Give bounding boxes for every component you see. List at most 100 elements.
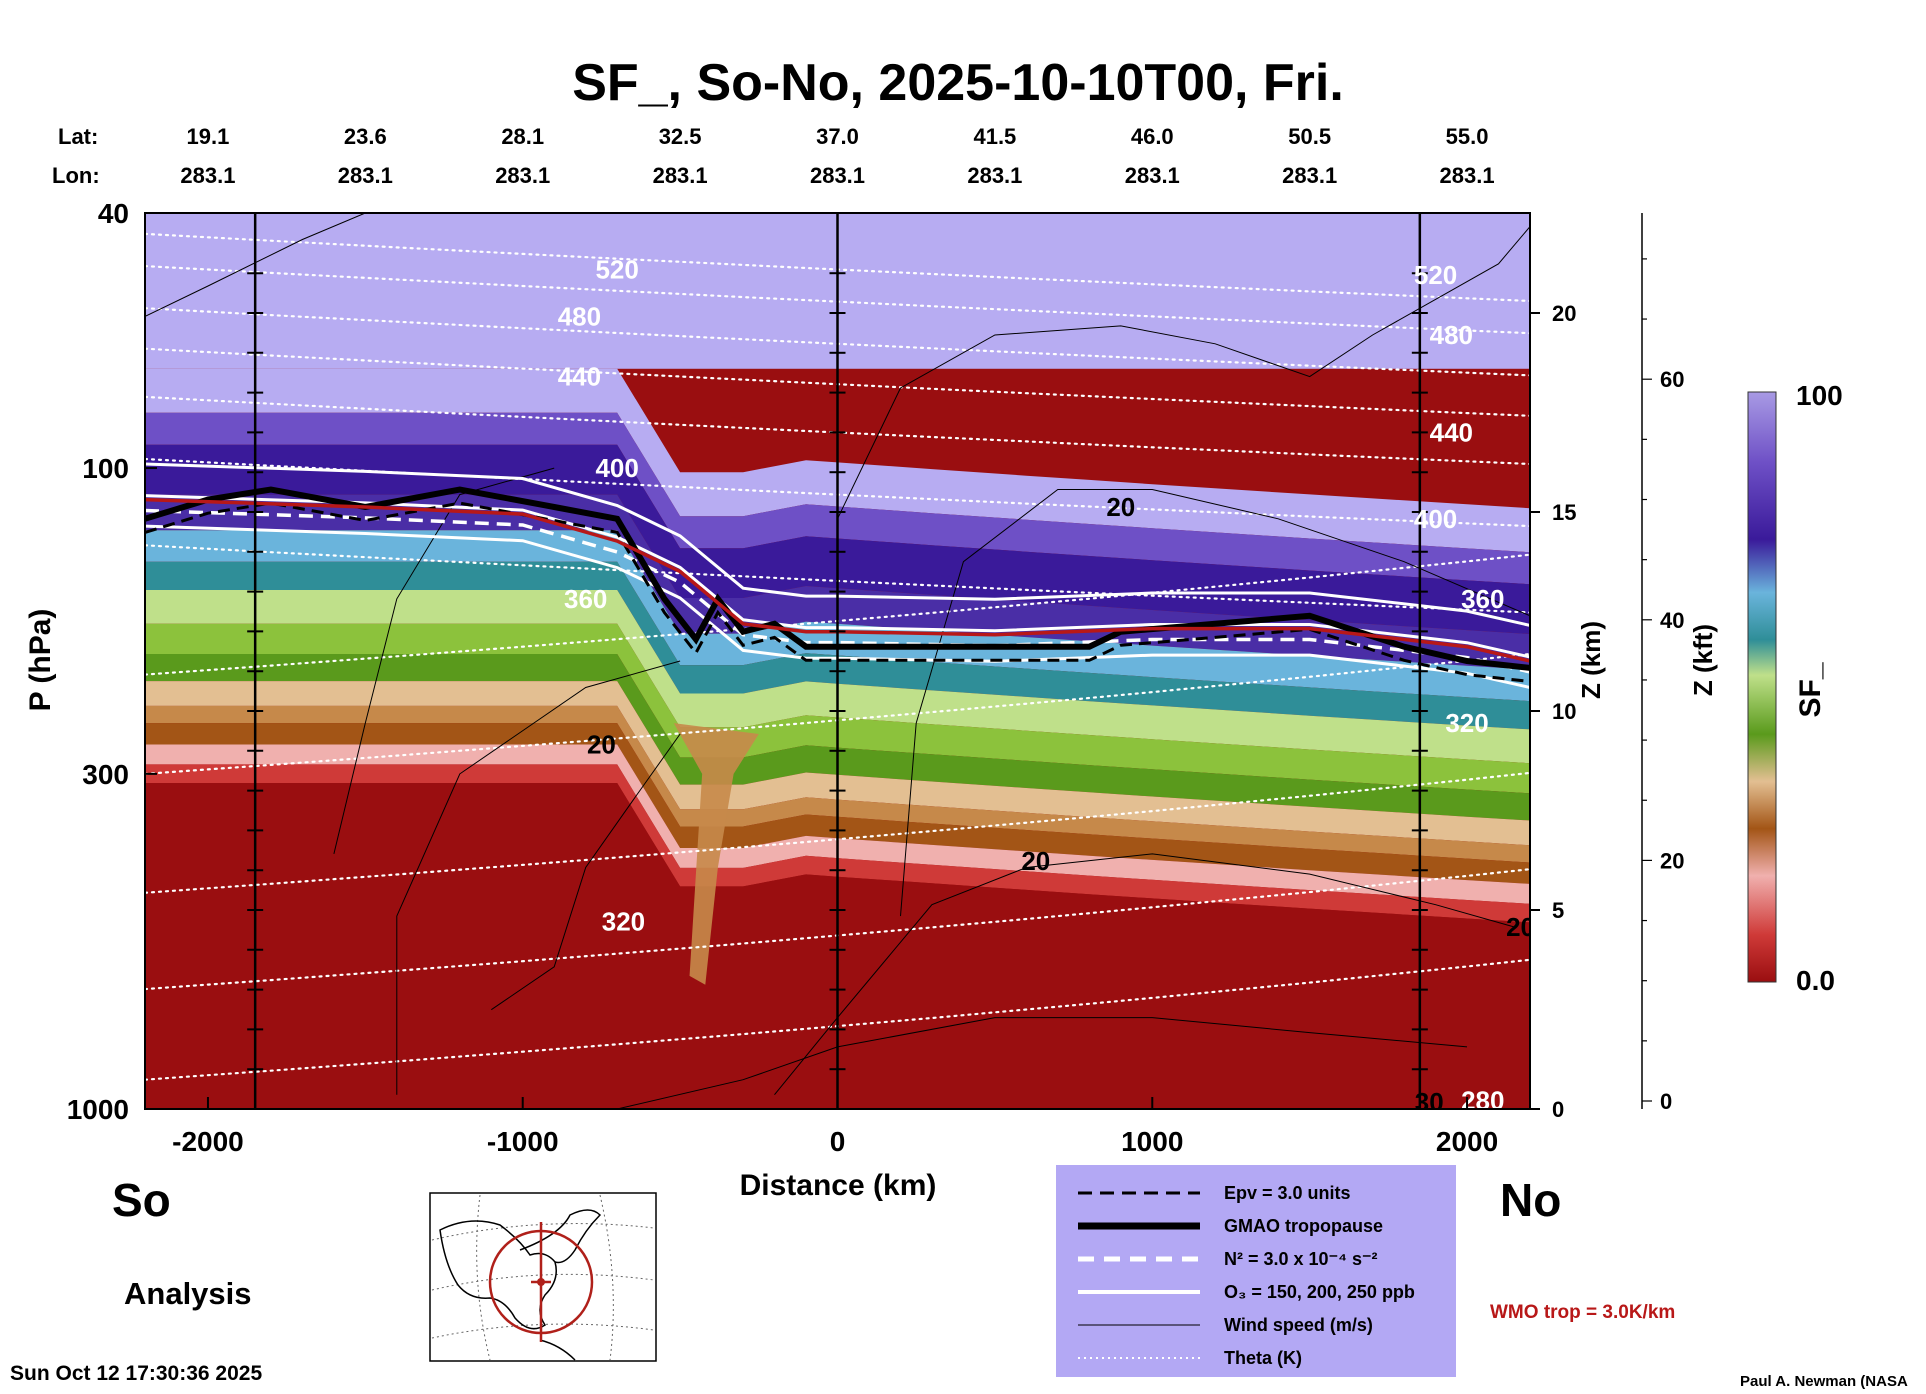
- lat-header-label: Lat:: [58, 124, 98, 149]
- wind-label: 30: [1415, 1087, 1444, 1117]
- legend-box: [1056, 1165, 1456, 1377]
- wind-contour: [491, 733, 681, 1011]
- color-band: [145, 654, 1530, 821]
- theta-contour: [145, 868, 1530, 991]
- z-km-axis-label: Z (km): [1576, 621, 1606, 699]
- lat-value: 50.5: [1288, 124, 1331, 149]
- z-km-tick-label: 10: [1552, 699, 1576, 724]
- y-tick-label: 100: [82, 453, 129, 484]
- credit: Paul A. Newman (NASA: [1740, 1373, 1908, 1390]
- z-kft-axis: 0 20 40 60: [1641, 213, 1684, 1114]
- color-band: [145, 681, 1530, 846]
- z-km-tick-label: 20: [1552, 301, 1576, 326]
- theta-contour: [145, 232, 1530, 303]
- legend: Epv = 3.0 units GMAO tropopause N² = 3.0 x…: [1078, 1183, 1415, 1368]
- wind-label: 20: [1506, 912, 1535, 942]
- wind-contours: [145, 213, 1530, 1109]
- lon-value: 283.1: [495, 163, 550, 188]
- lat-value: 41.5: [973, 124, 1016, 149]
- y-tick-label: 40: [98, 198, 129, 229]
- color-band: [145, 368, 1530, 553]
- color-band: [145, 412, 1530, 585]
- colorbar-max-label: 100: [1796, 380, 1843, 411]
- z-kft-tick-label: 40: [1660, 608, 1684, 633]
- wmo-trop-label: WMO trop = 3.0K/km: [1490, 1302, 1675, 1323]
- theta-label: 320: [602, 907, 645, 937]
- theta-contours: [145, 232, 1530, 1081]
- lat-value: 37.0: [816, 124, 859, 149]
- z-km-tick-label: 5: [1552, 898, 1564, 923]
- x-tick-label: -1000: [487, 1126, 559, 1157]
- ozone-contour: [145, 462, 1530, 627]
- x-tick-label: 2000: [1436, 1126, 1498, 1157]
- theta-contour: [145, 958, 1530, 1081]
- ozone-contour: [145, 524, 1530, 689]
- color-band: [145, 623, 1530, 794]
- gmao-tropopause: [145, 486, 1530, 671]
- timestamp: Sun Oct 12 17:30:36 2025: [10, 1362, 262, 1385]
- color-band: [145, 744, 1530, 904]
- wind-contour: [333, 467, 555, 855]
- theta-contour: [145, 652, 1530, 776]
- analysis-label: Analysis: [124, 1276, 252, 1311]
- theta-label: 360: [564, 584, 607, 614]
- wind-contour: [900, 489, 1530, 917]
- wind-contour: [396, 660, 681, 1095]
- colorbar-min-label: 0.0: [1796, 965, 1835, 996]
- color-band: [145, 764, 1530, 923]
- wind-label: 20: [1106, 492, 1135, 522]
- theta-contour: [145, 307, 1530, 377]
- z-kft-tick-label: 60: [1660, 367, 1684, 392]
- lon-value: 283.1: [967, 163, 1022, 188]
- lat-value: 55.0: [1446, 124, 1489, 149]
- theta-label: 480: [1430, 320, 1473, 350]
- z-km-tick-label: 0: [1552, 1097, 1564, 1122]
- lon-value: 283.1: [1125, 163, 1180, 188]
- colorbar-label: SF_: [1794, 662, 1827, 717]
- theta-label: 480: [558, 301, 601, 331]
- theta-contour: [145, 553, 1530, 676]
- lon-value: 283.1: [810, 163, 865, 188]
- intrusion-band: [673, 723, 759, 985]
- color-band: [145, 705, 1530, 863]
- x-axis-label: Distance (km): [740, 1169, 937, 1202]
- wind-label: 20: [1021, 846, 1050, 876]
- locator-map: [429, 1192, 657, 1362]
- lat-value: 19.1: [187, 124, 230, 149]
- wind-contour: [774, 853, 1515, 1096]
- ozone-contours: [145, 462, 1530, 689]
- colorbar: [1747, 391, 1777, 983]
- lon-value: 283.1: [338, 163, 393, 188]
- south-label: So: [112, 1174, 171, 1226]
- z-kft-axis-label: Z (kft): [1688, 624, 1718, 696]
- x-tick-label: 0: [830, 1126, 846, 1157]
- wind-contour: [837, 226, 1530, 520]
- x-tick-label: 1000: [1121, 1126, 1183, 1157]
- x-axis: -2000 -1000 0 1000 2000: [172, 1097, 1498, 1157]
- y-tick-label: 300: [82, 759, 129, 790]
- tropopause-lines: [145, 486, 1530, 683]
- z-km-tick-label: 15: [1552, 500, 1576, 525]
- color-band: [145, 590, 1530, 764]
- theta-contour: [145, 395, 1530, 466]
- y-axis: 40 100 300 1000: [67, 198, 157, 1125]
- z-km-axis: 0 5 10 15 20: [1530, 301, 1576, 1122]
- legend-label: Epv = 3.0 units: [1224, 1183, 1351, 1203]
- lat-lon-header-values: 19.1 283.1 23.6 283.1 28.1 283.1 32.5 283.1 37.0…: [180, 124, 1494, 188]
- z-kft-tick-label: 20: [1660, 848, 1684, 873]
- legend-label: N² = 3.0 x 10⁻⁴ s⁻²: [1224, 1249, 1377, 1269]
- theta-contour: [145, 771, 1530, 894]
- wind-contour: [617, 1017, 1468, 1109]
- theta-label: 520: [1414, 260, 1457, 290]
- lat-value: 23.6: [344, 124, 387, 149]
- color-band: [145, 561, 1530, 730]
- lon-value: 283.1: [1282, 163, 1337, 188]
- theta-label: 360: [1461, 584, 1504, 614]
- lon-value: 283.1: [653, 163, 708, 188]
- legend-label: Theta (K): [1224, 1348, 1302, 1368]
- color-band: [145, 723, 1530, 884]
- lon-value: 283.1: [180, 163, 235, 188]
- legend-label: GMAO tropopause: [1224, 1216, 1383, 1236]
- x-tick-label: -2000: [172, 1126, 244, 1157]
- wmo-tropopause: [145, 497, 1530, 663]
